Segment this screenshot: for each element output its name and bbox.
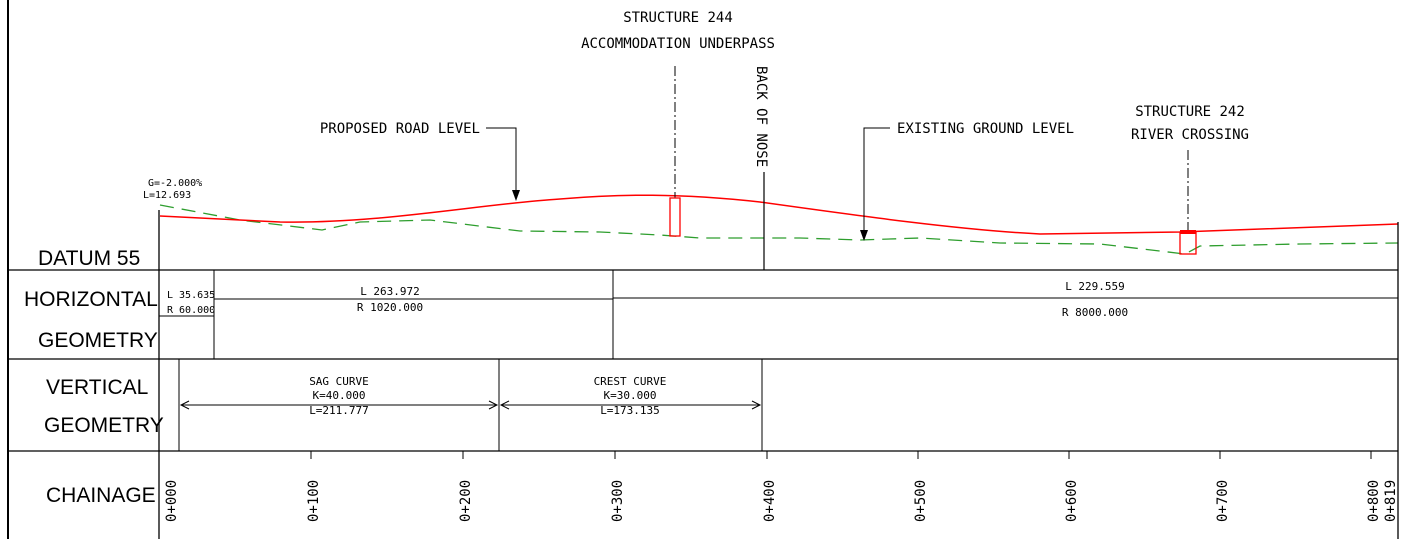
structure-242-deck — [1180, 230, 1196, 234]
hgeo-seg3-radius: R 8000.000 — [1062, 306, 1128, 319]
structure-242-box — [1179, 231, 1197, 255]
grade-label: G=-2.000% — [148, 178, 202, 189]
band-table — [8, 210, 1399, 539]
proposed-road-arrow — [512, 190, 520, 201]
chainage-title: CHAINAGE — [46, 484, 156, 507]
grade-length-label: L=12.693 — [143, 190, 191, 201]
chainage-label-0: 0+000 — [164, 480, 180, 522]
hgeo-seg1-length: L 35.635 — [167, 290, 215, 301]
structure-242-desc: RIVER CROSSING — [1131, 127, 1249, 143]
proposed-road-label: PROPOSED ROAD LEVEL — [320, 121, 480, 137]
proposed-road-line — [159, 194, 1399, 235]
chainage-label-819: 0+819 — [1383, 480, 1399, 522]
crest-curve-length: L=173.135 — [600, 404, 660, 417]
chainage-label-400: 0+400 — [762, 480, 778, 522]
hgeo-seg2-length: L 263.972 — [360, 285, 420, 298]
horizontal-geometry-lines — [159, 270, 1398, 359]
structure-244-box — [669, 197, 681, 237]
existing-ground-line — [159, 204, 1399, 255]
proposed-road-leader — [486, 127, 517, 196]
chainage-label-300: 0+300 — [610, 480, 626, 522]
sag-curve-length: L=211.777 — [309, 404, 369, 417]
horizontal-geometry-title-2: GEOMETRY — [38, 329, 158, 352]
existing-ground-leader — [863, 127, 890, 236]
vertical-geometry-title-2: GEOMETRY — [44, 414, 164, 437]
crest-curve-k: K=30.000 — [604, 389, 657, 402]
chainage-label-800: 0+800 — [1366, 480, 1382, 522]
chainage-label-700: 0+700 — [1215, 480, 1231, 522]
sag-curve-name: SAG CURVE — [309, 375, 369, 388]
chainage-label-500: 0+500 — [913, 480, 929, 522]
sag-curve-k: K=40.000 — [313, 389, 366, 402]
hgeo-seg1-radius: R 60.000 — [167, 305, 215, 316]
chainage-ticks — [158, 451, 1372, 459]
hgeo-seg2-radius: R 1020.000 — [357, 301, 423, 314]
vertical-geometry-arrows — [179, 400, 762, 410]
hgeo-seg3-length: L 229.559 — [1065, 280, 1125, 293]
vertical-geometry-lines — [178, 359, 763, 451]
structure-244-desc: ACCOMMODATION UNDERPASS — [581, 36, 775, 52]
chainage-label-600: 0+600 — [1064, 480, 1080, 522]
structure-242-title: STRUCTURE 242 — [1135, 104, 1245, 120]
back-of-nose-label: BACK OF NOSE — [753, 66, 769, 167]
horizontal-geometry-title-1: HORIZONTAL — [24, 288, 158, 311]
existing-ground-label: EXISTING GROUND LEVEL — [897, 121, 1074, 137]
vertical-geometry-title-1: VERTICAL — [46, 376, 148, 399]
chainage-label-200: 0+200 — [458, 480, 474, 522]
existing-ground-arrow — [860, 230, 868, 241]
structure-244-title: STRUCTURE 244 — [623, 10, 733, 26]
crest-curve-name: CREST CURVE — [594, 375, 667, 388]
chainage-label-100: 0+100 — [306, 480, 322, 522]
datum-label: DATUM 55 — [38, 247, 140, 270]
